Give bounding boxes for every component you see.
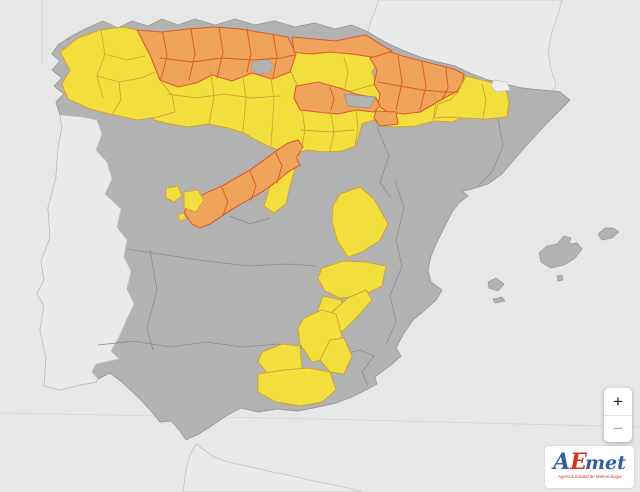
zone-moncayo-orange[interactable]	[373, 110, 399, 127]
zone-gredos-west-yellow-2[interactable]	[183, 189, 205, 213]
africa-land	[182, 443, 363, 492]
cabrera-island	[556, 274, 564, 282]
red-border-5	[272, 33, 278, 79]
zone-almeria-interior-yellow[interactable]	[319, 337, 353, 375]
olive-border-1	[96, 30, 106, 99]
olive-border-7	[269, 70, 275, 147]
mallorca-island	[538, 235, 583, 269]
red-border-2	[188, 28, 196, 81]
zone-gredos-west-yellow-1[interactable]	[165, 185, 183, 203]
andorra-land	[490, 79, 511, 93]
zone-granada-yellow[interactable]	[257, 367, 337, 407]
red-border-8	[419, 61, 427, 111]
red-border-13	[249, 170, 257, 201]
aemet-logo-letters-met: met	[584, 452, 626, 474]
red-border-1	[160, 32, 168, 80]
red-border-6	[159, 54, 295, 63]
aemet-logo-letter-e: E	[570, 449, 587, 475]
olive-border-15	[300, 129, 355, 133]
olive-border-4	[112, 81, 122, 114]
olive-border-13	[481, 83, 487, 118]
olive-border-3	[96, 71, 156, 83]
olive-border-12	[167, 93, 281, 99]
olive-border-5	[208, 67, 215, 125]
aemet-logo-letter-a: A	[553, 449, 571, 475]
red-border-9	[441, 67, 449, 101]
olive-border-11	[431, 85, 437, 121]
red-border-11	[329, 86, 335, 111]
zone-cuenca-yellow[interactable]	[331, 186, 389, 258]
red-border-12	[221, 187, 229, 216]
border-extremadura-clm	[126, 248, 317, 267]
zoom-control: + −	[604, 388, 632, 442]
border-aragon-clm	[376, 126, 392, 199]
formentera-island	[492, 296, 506, 304]
zone-mancha-east-yellow[interactable]	[317, 260, 387, 299]
zoom-out-button[interactable]: −	[604, 416, 632, 443]
ebro-valley-gray	[343, 93, 377, 109]
aemet-logo-text: AEmet	[553, 451, 626, 473]
aemet-logo-tagline: Agencia Estatal de Meteorología	[557, 474, 622, 479]
olive-border-6	[241, 68, 247, 132]
border-extremadura-west	[146, 249, 158, 351]
border-madrid	[229, 215, 271, 225]
border-andalucia-north	[97, 340, 375, 357]
zoom-control-divider	[604, 414, 632, 416]
red-border-4	[246, 28, 252, 73]
portugal-land	[36, 114, 135, 391]
olive-border-10	[354, 109, 359, 146]
red-border-3	[216, 27, 224, 79]
ibiza-island	[487, 277, 505, 292]
zone-sistema-central-orange[interactable]	[183, 139, 304, 229]
border-murcia	[361, 355, 375, 387]
menorca-island	[597, 227, 620, 241]
zone-galicia-yellow[interactable]	[59, 26, 176, 121]
graticule-parallel	[0, 412, 640, 428]
border-valencia-clm	[385, 179, 405, 345]
red-border-7	[395, 55, 403, 111]
olive-border-2	[104, 53, 146, 61]
red-border-14	[275, 152, 283, 184]
zone-gredos-west-yellow-3[interactable]	[177, 212, 187, 222]
aemet-logo[interactable]: AEmet Agencia Estatal de Meteorología	[545, 446, 634, 488]
zoom-in-button[interactable]: +	[604, 388, 632, 415]
olive-border-14	[343, 56, 349, 89]
red-border-10	[377, 81, 459, 93]
zone-navarra-pyrenees-orange[interactable]	[369, 51, 465, 115]
